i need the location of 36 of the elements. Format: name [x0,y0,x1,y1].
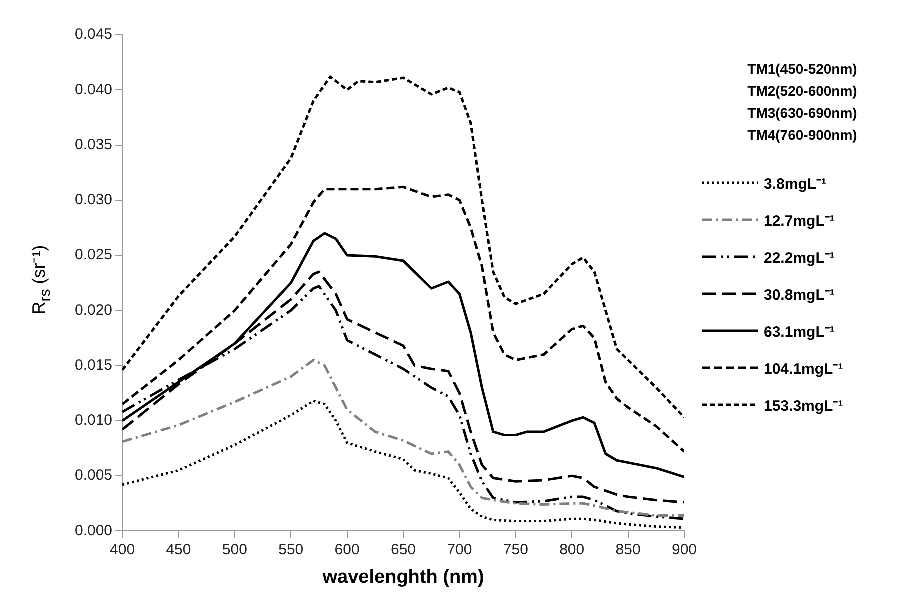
legend-label: 30.8mgL⁻¹ [764,286,835,304]
legend-label: 12.7mgL⁻¹ [764,212,835,230]
x-tick-label: 650 [390,541,416,558]
legend-label: 153.3mgL⁻¹ [764,396,844,414]
legend-label: 104.1mgL⁻¹ [764,360,844,378]
x-tick-label: 750 [503,541,528,558]
y-tick-label: 0.025 [74,246,113,264]
x-tick-label: 850 [616,541,641,558]
y-tick-label: 0.035 [74,136,113,154]
y-tick-label: 0.030 [74,192,113,209]
y-tick-label: 0.005 [74,467,113,484]
x-axis-title: wavelenghth (nm) [322,566,484,588]
x-tick-label: 450 [166,541,192,558]
legend-label: 63.1mgL⁻¹ [764,322,835,340]
x-tick-label: 600 [334,541,360,558]
x-tick-label: 550 [278,541,304,558]
y-tick-label: 0.015 [74,356,113,374]
y-tick-label: 0.010 [74,412,113,430]
y-tick-label: 0.000 [74,522,113,540]
text: TM4(760-900nm) [746,126,858,145]
x-tick-label: 500 [222,541,248,558]
x-tick-label: 400 [110,541,136,558]
text: TM3(630-690nm) [746,104,858,123]
x-tick-label: 900 [672,541,697,558]
text: TM2(520-600nm) [746,82,858,101]
y-tick-label: 0.045 [74,26,113,44]
y-tick-label: 0.020 [74,302,113,319]
line-series [122,76,684,419]
legend-label: 3.8mgL⁻¹ [764,174,827,192]
line-series [122,359,684,518]
y-tick-label: 0.040 [74,81,113,98]
x-tick-label: 800 [560,541,585,558]
line-series [122,186,684,454]
text: TM1(450-520nm) [746,60,858,79]
legend-label: 22.2mgL⁻¹ [764,248,835,266]
x-tick-label: 700 [447,541,472,558]
